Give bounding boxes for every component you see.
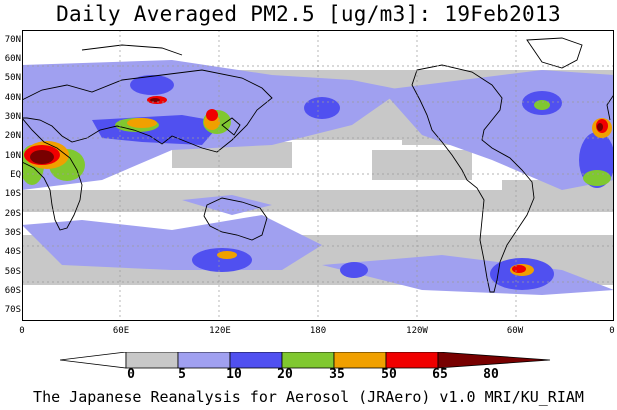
legend-swatch-blue: [229, 352, 283, 369]
legend-swatch-orange: [333, 352, 387, 369]
lat-label-40n: 40N: [4, 93, 21, 103]
legend-arrow-dark-red: [437, 352, 551, 369]
lon-label-0: 0: [19, 326, 25, 336]
lat-label-20s: 20S: [4, 209, 21, 219]
legend-label-65: 65: [432, 367, 448, 382]
legend-label-0: 0: [127, 367, 135, 382]
lat-label-50n: 50N: [4, 73, 21, 83]
legend-label-35: 35: [329, 367, 345, 382]
lat-label-60n: 60N: [4, 54, 21, 64]
lat-label-10n: 10N: [4, 151, 21, 161]
legend-label-10: 10: [226, 367, 242, 382]
lat-label-50s: 50S: [4, 267, 21, 277]
lat-label-20n: 20N: [4, 131, 21, 141]
lat-label-10s: 10S: [4, 189, 21, 199]
lat-label-40s: 40S: [4, 247, 21, 257]
lon-label-180: 180: [309, 326, 327, 336]
lon-label-120e: 120E: [209, 326, 231, 336]
legend-swatch-light-blue: [177, 352, 231, 369]
legend-swatch-red: [385, 352, 439, 369]
legend-swatch-green: [281, 352, 335, 369]
grid-lines: [22, 30, 614, 321]
lat-label-70n: 70N: [4, 35, 21, 45]
lon-label-120w: 120W: [406, 326, 428, 336]
pm25-map: [22, 30, 614, 321]
legend-arrow-white: [60, 352, 127, 369]
lat-label-60s: 60S: [4, 286, 21, 296]
lat-label-70s: 70S: [4, 305, 21, 315]
legend-swatch-grey: [125, 352, 179, 369]
lon-label-60e: 60E: [112, 326, 130, 336]
legend-label-80: 80: [483, 367, 499, 382]
legend-label-5: 5: [178, 367, 186, 382]
lon-label-60w: 60W: [506, 326, 524, 336]
lat-label-30s: 30S: [4, 228, 21, 238]
lat-label-eq: EQ: [10, 170, 21, 180]
legend-label-20: 20: [277, 367, 293, 382]
legend-label-50: 50: [381, 367, 397, 382]
map-title: Daily Averaged PM2.5 [ug/m3]: 19Feb2013: [56, 2, 561, 26]
color-legend: [60, 352, 551, 369]
lat-label-30n: 30N: [4, 112, 21, 122]
lon-label-0-east: 0: [609, 326, 615, 336]
dark-red-regions: [30, 98, 603, 164]
data-credit: The Japanese Reanalysis for Aerosol (JRA…: [33, 388, 584, 406]
